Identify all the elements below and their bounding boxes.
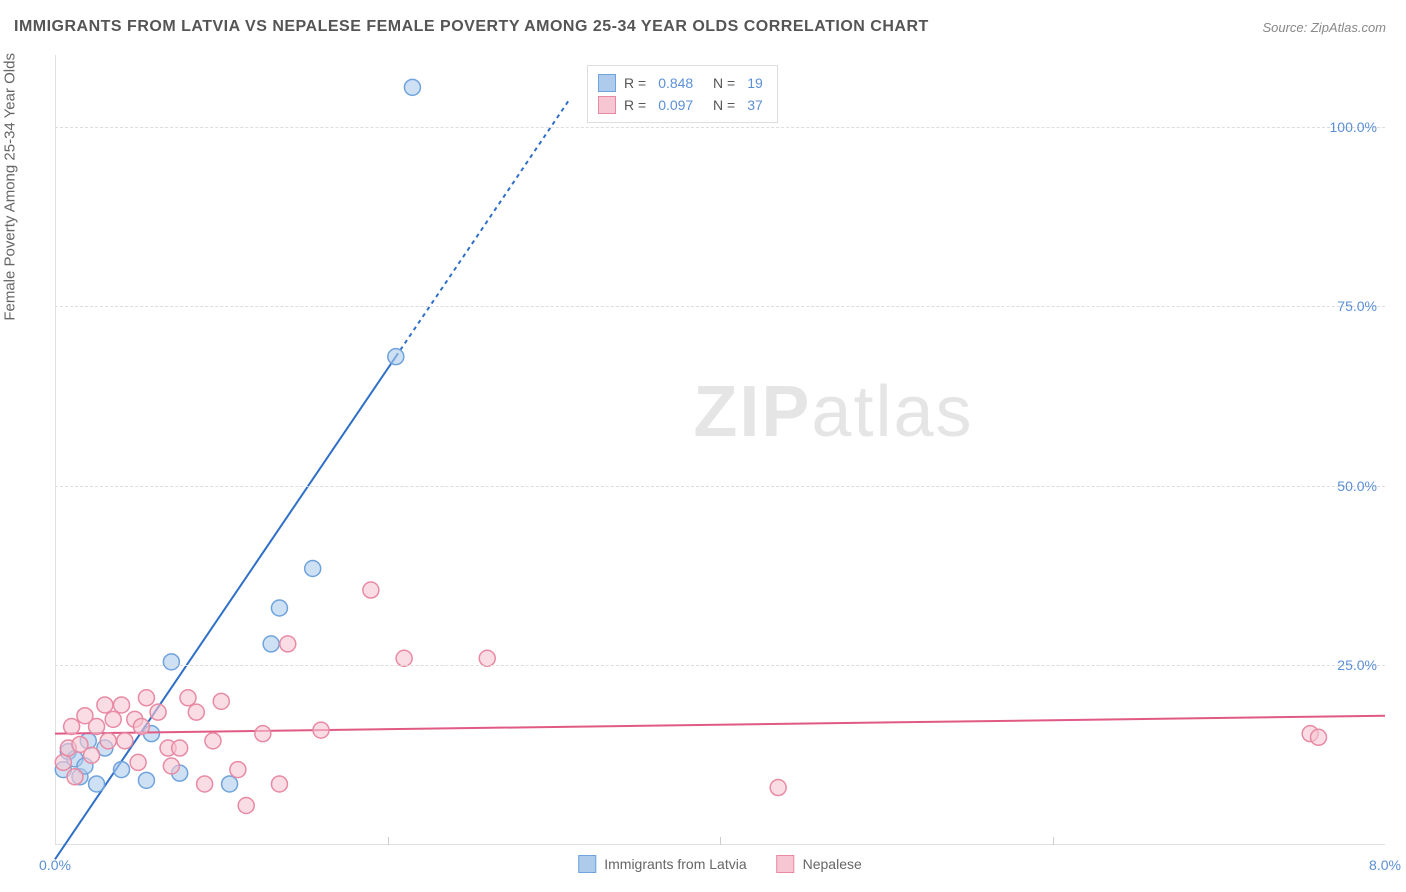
legend-item-nepalese: Nepalese — [777, 855, 862, 873]
data-point-latvia — [271, 600, 287, 616]
data-point-nepalese — [138, 690, 154, 706]
legend-label-nepalese: Nepalese — [803, 856, 862, 872]
data-point-nepalese — [213, 693, 229, 709]
data-point-nepalese — [133, 719, 149, 735]
data-point-latvia — [138, 772, 154, 788]
series-legend: Immigrants from Latvia Nepalese — [578, 855, 862, 873]
data-point-nepalese — [150, 704, 166, 720]
data-point-nepalese — [84, 747, 100, 763]
data-point-nepalese — [55, 754, 71, 770]
y-tick-label: 75.0% — [1322, 298, 1377, 314]
data-point-nepalese — [280, 636, 296, 652]
y-tick-label: 25.0% — [1322, 657, 1377, 673]
data-point-latvia — [163, 654, 179, 670]
data-point-nepalese — [97, 697, 113, 713]
data-point-nepalese — [770, 780, 786, 796]
data-point-nepalese — [100, 733, 116, 749]
data-point-latvia — [89, 776, 105, 792]
legend-label-latvia: Immigrants from Latvia — [604, 856, 746, 872]
data-point-nepalese — [1311, 729, 1327, 745]
chart-svg — [55, 55, 1385, 845]
data-point-nepalese — [271, 776, 287, 792]
legend-r-value-latvia: 0.848 — [658, 75, 693, 91]
gridline — [55, 127, 1385, 128]
data-point-nepalese — [255, 726, 271, 742]
data-point-nepalese — [197, 776, 213, 792]
legend-r-label: R = — [624, 97, 646, 113]
legend-n-value-nepalese: 37 — [747, 97, 763, 113]
data-point-nepalese — [172, 740, 188, 756]
legend-r-label: R = — [624, 75, 646, 91]
data-point-nepalese — [89, 719, 105, 735]
x-tick-mark — [388, 837, 389, 845]
data-point-nepalese — [130, 754, 146, 770]
trend-line-dash-latvia — [396, 98, 571, 357]
source-attribution: Source: ZipAtlas.com — [1262, 20, 1386, 35]
data-point-nepalese — [114, 697, 130, 713]
data-point-nepalese — [64, 719, 80, 735]
data-point-latvia — [114, 762, 130, 778]
plot-area: ZIPatlas R = 0.848 N = 19 R = 0.097 N = … — [55, 55, 1385, 845]
y-axis-label: Female Poverty Among 25-34 Year Olds — [2, 53, 19, 321]
legend-swatch-nepalese — [598, 96, 616, 114]
data-point-latvia — [305, 561, 321, 577]
legend-swatch-nepalese-bottom — [777, 855, 795, 873]
chart-title: IMMIGRANTS FROM LATVIA VS NEPALESE FEMAL… — [14, 18, 929, 36]
correlation-legend: R = 0.848 N = 19 R = 0.097 N = 37 — [587, 65, 778, 123]
data-point-nepalese — [188, 704, 204, 720]
data-point-nepalese — [105, 711, 121, 727]
x-tick-mark — [720, 837, 721, 845]
legend-n-value-latvia: 19 — [747, 75, 763, 91]
legend-swatch-latvia — [598, 74, 616, 92]
y-tick-label: 50.0% — [1322, 478, 1377, 494]
data-point-nepalese — [163, 758, 179, 774]
data-point-nepalese — [180, 690, 196, 706]
x-tick-label: 8.0% — [1369, 857, 1401, 873]
data-point-nepalese — [205, 733, 221, 749]
legend-r-value-nepalese: 0.097 — [658, 97, 693, 113]
gridline — [55, 665, 1385, 666]
data-point-nepalese — [238, 798, 254, 814]
legend-row-latvia: R = 0.848 N = 19 — [598, 72, 767, 94]
data-point-nepalese — [396, 650, 412, 666]
data-point-nepalese — [230, 762, 246, 778]
data-point-latvia — [263, 636, 279, 652]
legend-swatch-latvia-bottom — [578, 855, 596, 873]
y-tick-label: 100.0% — [1322, 119, 1377, 135]
legend-item-latvia: Immigrants from Latvia — [578, 855, 746, 873]
data-point-latvia — [404, 79, 420, 95]
x-tick-label: 0.0% — [39, 857, 71, 873]
legend-n-label: N = — [705, 97, 735, 113]
data-point-latvia — [222, 776, 238, 792]
data-point-nepalese — [313, 722, 329, 738]
legend-row-nepalese: R = 0.097 N = 37 — [598, 94, 767, 116]
gridline — [55, 486, 1385, 487]
data-point-nepalese — [363, 582, 379, 598]
data-point-nepalese — [479, 650, 495, 666]
gridline — [55, 306, 1385, 307]
data-point-nepalese — [67, 769, 83, 785]
x-tick-mark — [1053, 837, 1054, 845]
data-point-nepalese — [117, 733, 133, 749]
legend-n-label: N = — [705, 75, 735, 91]
data-point-latvia — [388, 349, 404, 365]
